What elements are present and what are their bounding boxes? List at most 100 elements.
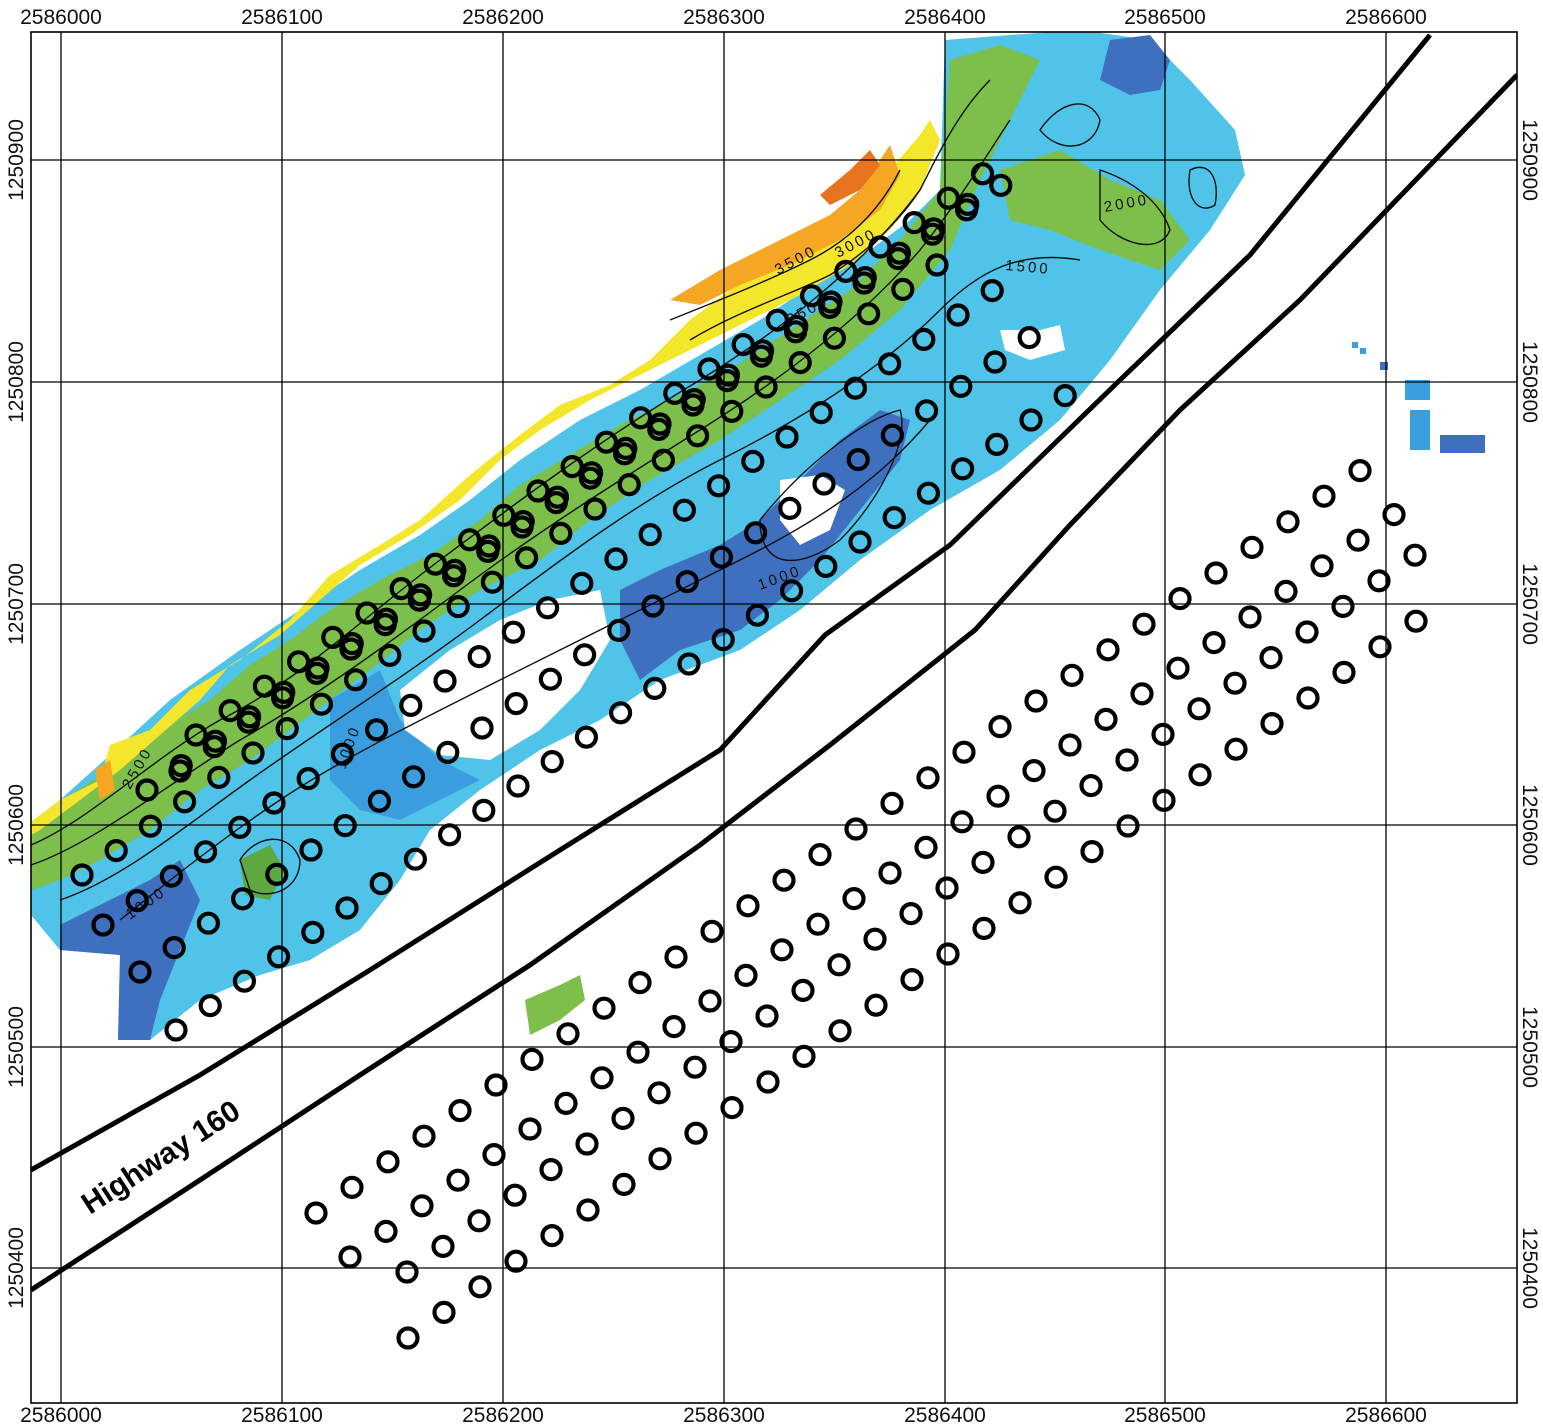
sample-point-89: [472, 798, 496, 823]
sample-point-74: [846, 448, 870, 472]
sample-point-8: [344, 668, 368, 692]
sample-point-225: [842, 886, 866, 911]
y-tick-left-3: 1250600: [5, 784, 28, 866]
sample-point-240: [1382, 502, 1406, 527]
sample-point-264: [1223, 671, 1247, 695]
isolated-blue-fragments: [1352, 342, 1485, 453]
sample-point-276: [612, 1172, 636, 1197]
sample-point-297: [1368, 635, 1392, 659]
sample-point-248: [647, 1081, 671, 1105]
field-dark-orange: [820, 150, 880, 205]
contour-label-1500: 1500: [1005, 257, 1052, 278]
sample-point-175: [799, 284, 824, 308]
sample-point-152: [852, 271, 876, 295]
sample-point-151: [818, 295, 842, 319]
sample-point-166: [492, 503, 516, 528]
sample-point-268: [1367, 569, 1391, 593]
sample-point-245: [539, 1157, 563, 1182]
sample-point-72: [778, 496, 802, 520]
sample-point-65: [538, 667, 563, 691]
sample-point-56: [231, 887, 255, 911]
sample-point-63: [470, 716, 494, 740]
sample-point-104: [985, 432, 1009, 456]
sample-point-246: [575, 1132, 599, 1156]
sample-point-216: [518, 1117, 542, 1141]
sample-point-142: [510, 515, 534, 539]
sample-point-43: [672, 498, 697, 522]
y-tick-right-2: 1250700: [1518, 563, 1541, 645]
sample-point-28: [159, 864, 183, 888]
sample-point-18: [685, 424, 710, 448]
sample-point-23: [856, 302, 881, 326]
sample-point-260: [1079, 773, 1103, 798]
sample-point-107: [135, 778, 159, 802]
sample-point-145: [612, 442, 637, 466]
y-tick-right-0: 1250900: [1518, 119, 1541, 201]
sample-point-96: [711, 627, 735, 652]
sample-point-84: [301, 920, 325, 945]
sample-point-173: [731, 333, 755, 357]
sample-point-21: [788, 351, 812, 375]
sample-point-262: [1151, 722, 1175, 747]
sample-point-12: [480, 570, 504, 594]
sample-point-179: [936, 186, 961, 210]
sample-point-278: [684, 1121, 708, 1145]
sample-point-103: [950, 457, 975, 481]
sample-point-98: [779, 579, 804, 603]
x-tick-top-0: 2586000: [20, 6, 102, 29]
sample-point-79: [1017, 326, 1041, 350]
sample-point-239: [1346, 528, 1370, 552]
sample-point-78: [983, 350, 1007, 374]
sample-point-200: [988, 714, 1012, 739]
sample-point-259: [1043, 799, 1067, 823]
sample-point-226: [878, 861, 902, 885]
sample-point-250: [719, 1029, 743, 1054]
sample-point-156: [989, 173, 1013, 197]
sample-point-217: [554, 1091, 578, 1116]
sample-point-138: [373, 612, 397, 637]
sample-point-155: [954, 198, 979, 222]
highway-label: Highway 160: [76, 1094, 246, 1221]
sample-point-102: [916, 481, 941, 505]
sample-point-88: [438, 823, 462, 847]
sample-point-269: [1403, 543, 1427, 567]
sample-point-153: [886, 247, 910, 271]
sample-point-169: [594, 430, 619, 454]
sample-point-202: [1060, 663, 1084, 688]
y-tick-right-5: 1250400: [1518, 1227, 1541, 1309]
sample-point-2: [138, 814, 162, 838]
sample-points: [70, 162, 1428, 1350]
x-tick-bottom-5: 2586500: [1124, 1404, 1206, 1426]
sample-point-158: [218, 698, 242, 723]
sample-point-281: [792, 1044, 816, 1069]
x-tick-bottom-4: 2586400: [904, 1404, 986, 1426]
sample-point-29: [194, 840, 218, 864]
sample-point-294: [1260, 711, 1284, 736]
sample-point-176: [834, 259, 858, 283]
coordinate-grid: [30, 31, 1518, 1404]
sample-point-235: [1202, 630, 1226, 655]
sample-point-94: [643, 676, 667, 701]
sample-point-147: [681, 393, 705, 417]
sample-point-37: [467, 644, 491, 669]
field-white-spot-2: [1000, 325, 1065, 360]
highway-south-edge: [31, 73, 1517, 1293]
sample-point-194: [772, 868, 796, 892]
sample-point-87: [403, 847, 427, 871]
sample-point-211: [338, 1245, 362, 1269]
sample-point-5: [241, 741, 265, 765]
sample-point-60: [367, 789, 391, 813]
sample-point-62: [436, 740, 460, 765]
sample-point-257: [971, 850, 995, 875]
sample-point-58: [299, 838, 323, 862]
field-green-spot-left: [240, 845, 285, 900]
sample-point-139: [407, 588, 431, 612]
contour-lines: [31, 79, 1217, 921]
sample-point-167: [526, 479, 550, 503]
sample-point-290: [1116, 814, 1140, 838]
sample-point-143: [544, 491, 568, 515]
sample-point-191: [664, 945, 688, 969]
y-tick-labels-left: 1250900 1250800 1250700 1250600 1250500 …: [5, 119, 28, 1309]
sample-point-254: [863, 927, 887, 951]
sample-point-67: [607, 618, 631, 643]
